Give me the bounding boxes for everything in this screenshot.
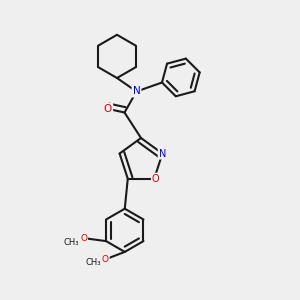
Text: O: O (152, 174, 160, 184)
Text: N: N (159, 148, 166, 158)
Text: O: O (102, 255, 109, 264)
Text: CH₃: CH₃ (64, 238, 79, 247)
Text: O: O (80, 234, 87, 243)
Text: CH₃: CH₃ (85, 258, 101, 267)
Text: O: O (104, 104, 112, 114)
Text: N: N (133, 86, 140, 97)
